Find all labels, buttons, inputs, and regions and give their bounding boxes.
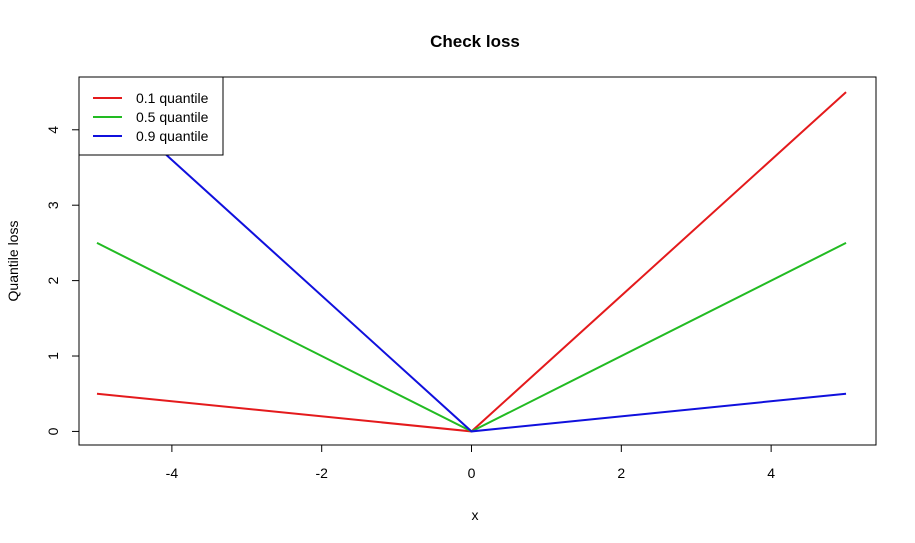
x-tick-label: -2 [315, 465, 328, 481]
x-tick-label: -4 [166, 465, 179, 481]
y-tick-label: 4 [45, 126, 61, 134]
y-axis: 0 1 2 3 4 [45, 126, 80, 435]
y-tick-label: 0 [45, 427, 61, 435]
legend: 0.1 quantile 0.5 quantile 0.9 quantile [78, 76, 224, 156]
series-layer [96, 91, 847, 433]
x-tick-label: 4 [767, 465, 775, 481]
legend-label: 0.1 quantile [136, 90, 209, 106]
legend-label: 0.5 quantile [136, 109, 209, 125]
chart-title: Check loss [430, 32, 520, 51]
series-line-3 [96, 91, 847, 433]
legend-label: 0.9 quantile [136, 128, 209, 144]
x-tick-label: 2 [617, 465, 625, 481]
y-tick-label: 2 [45, 277, 61, 285]
x-axis: -4 -2 0 2 4 [166, 444, 775, 481]
x-tick-label: 0 [468, 465, 476, 481]
x-axis-label: x [472, 507, 479, 523]
y-axis-label: Quantile loss [5, 221, 21, 302]
y-tick-label: 1 [45, 352, 61, 360]
y-tick-label: 3 [45, 201, 61, 209]
series-line-2 [96, 242, 847, 433]
